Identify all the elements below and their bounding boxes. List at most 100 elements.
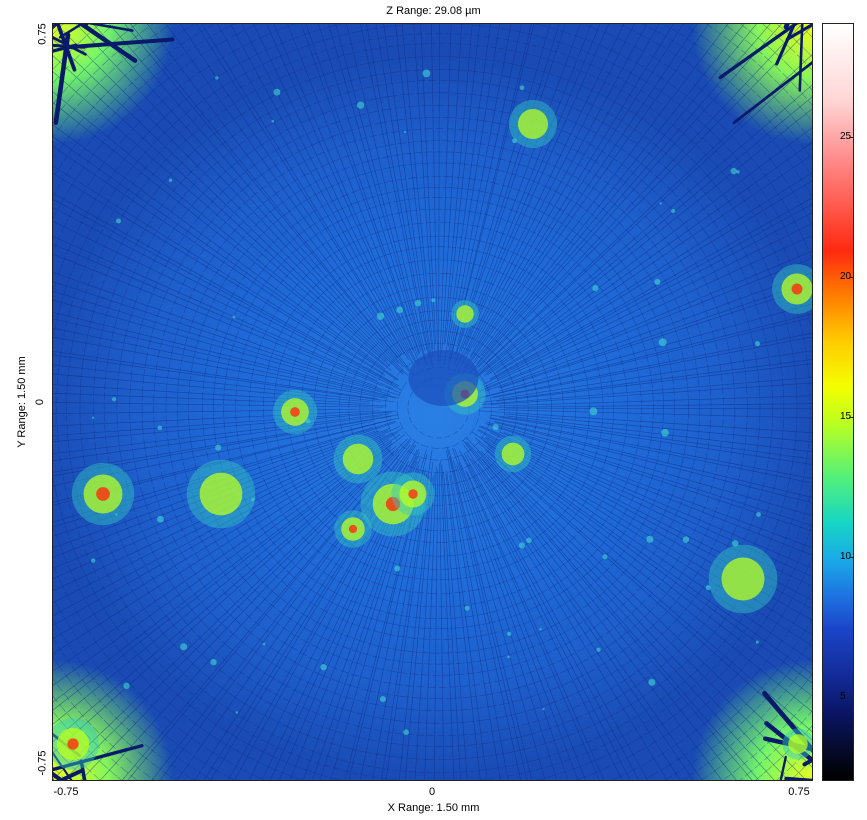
speck — [736, 170, 740, 174]
crack-radial — [506, 415, 812, 453]
crack-radial — [302, 457, 421, 780]
y-tick-label: -0.75 — [36, 750, 49, 776]
crack-radial — [53, 318, 397, 399]
crack-radial — [287, 24, 419, 356]
crack-radial — [375, 24, 432, 365]
crack-radial — [335, 24, 428, 367]
crack-radial — [474, 61, 812, 375]
crack-radial — [53, 420, 396, 528]
crack-radial — [489, 417, 812, 484]
crack-radial — [53, 327, 389, 398]
crack-radial — [485, 449, 812, 741]
crack-radial — [499, 416, 812, 465]
colorbar-tick-mark — [849, 417, 854, 419]
crack-radial — [454, 24, 609, 371]
crack-radial — [53, 281, 400, 396]
crack-radial — [100, 437, 412, 780]
speck — [464, 605, 470, 611]
crack-radial — [266, 24, 414, 351]
hotspot — [788, 734, 808, 754]
crack-radial — [346, 24, 426, 351]
crack-radial — [487, 445, 812, 697]
crack-radial — [499, 438, 812, 601]
crack-radial — [53, 136, 399, 381]
crack-radial — [471, 431, 812, 675]
crack-radial — [443, 471, 468, 780]
crack-radial — [53, 271, 378, 387]
crack-radial — [53, 427, 390, 569]
speck — [658, 338, 667, 347]
corner-crack — [798, 24, 804, 92]
speck — [648, 678, 656, 686]
crack-radial — [465, 441, 737, 780]
crack-radial — [216, 24, 414, 364]
crack-radial — [328, 24, 427, 365]
speck — [592, 285, 599, 292]
crack-radial — [474, 24, 803, 370]
crack-ring — [66, 43, 811, 773]
crack-ring — [176, 151, 701, 665]
crack-radial — [465, 470, 600, 780]
crack-radial — [477, 450, 775, 780]
crack-radial — [53, 426, 400, 592]
hotspot — [501, 442, 525, 466]
crack-radial — [470, 24, 698, 361]
crack-radial — [234, 464, 408, 780]
crack-radial — [456, 24, 551, 344]
corner-crack — [784, 776, 812, 780]
speck — [732, 540, 739, 547]
crack-radial — [53, 427, 373, 523]
crack-radial — [449, 474, 501, 780]
crack-ring — [385, 355, 492, 461]
crack-radial — [53, 413, 390, 455]
crack-ring — [235, 208, 642, 608]
crack-radial — [441, 24, 463, 351]
corner-crack — [55, 24, 77, 72]
crack-radial — [445, 24, 480, 343]
corner-crack — [718, 24, 799, 80]
corner-crack — [86, 24, 134, 32]
crack-radial — [420, 24, 436, 343]
crack-radial — [108, 24, 404, 368]
crack-radial — [53, 422, 396, 537]
crack-radial — [53, 434, 386, 603]
crack-radial — [279, 452, 420, 780]
crack-radial — [53, 443, 393, 703]
crack-radial — [446, 449, 509, 780]
crack-radial — [441, 465, 461, 780]
crack-radial — [486, 421, 812, 516]
crack-radial — [401, 24, 434, 350]
corner-crack — [53, 751, 73, 780]
speck — [403, 729, 409, 736]
crack-ring — [79, 56, 798, 760]
crack-ring — [202, 176, 675, 640]
crack-radial — [344, 453, 428, 780]
crack-radial — [447, 24, 500, 347]
speck — [414, 300, 422, 307]
crack-radial — [466, 453, 668, 780]
crack-radial — [462, 439, 723, 780]
crack-radial — [446, 447, 522, 780]
crack-radial — [448, 24, 512, 352]
crack-radial — [484, 141, 812, 376]
crack-radial — [479, 257, 812, 392]
crack-radial — [479, 410, 812, 434]
crack-radial — [483, 441, 812, 684]
corner-crack — [732, 61, 812, 125]
hotspot-core — [408, 489, 418, 499]
crack-radial — [479, 313, 812, 399]
speck — [376, 312, 385, 320]
crack-radial — [53, 384, 370, 405]
speck — [305, 418, 311, 424]
colorbar-tick-mark — [849, 697, 854, 699]
speck — [422, 69, 431, 78]
crack-radial — [360, 24, 428, 350]
crack-radial — [273, 24, 421, 365]
crack-radial — [53, 290, 382, 392]
hotspot — [456, 305, 474, 323]
crack-radial — [480, 450, 807, 780]
speck — [661, 428, 669, 437]
crack-radial — [463, 444, 694, 780]
colorbar-tick-mark — [849, 557, 854, 559]
crack-radial — [476, 24, 771, 364]
